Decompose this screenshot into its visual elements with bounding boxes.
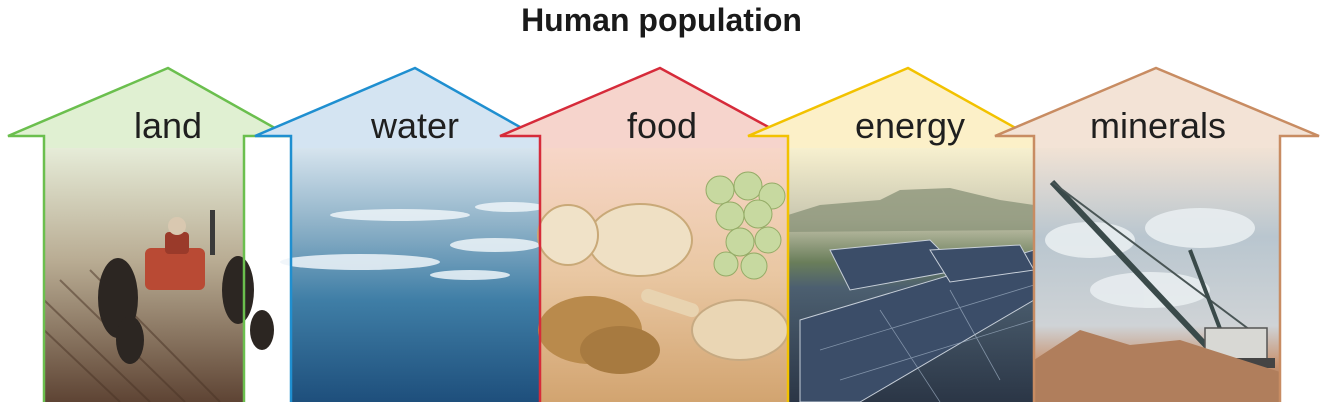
label-food: food: [627, 105, 697, 146]
chicken-leg-icon: [641, 288, 789, 361]
label-energy: energy: [855, 105, 965, 146]
label-land: land: [134, 105, 202, 146]
arrow-minerals: minerals: [994, 66, 1320, 402]
label-minerals: minerals: [1090, 105, 1226, 146]
land-photo: [44, 148, 244, 402]
mesa-silhouette: [788, 188, 1034, 232]
solar-panel-icon: [799, 239, 1035, 402]
wave-crests: [280, 202, 545, 280]
tractor-icon: [98, 210, 274, 364]
arrow-water-outline: [254, 66, 537, 402]
panel-grid: [819, 284, 1035, 402]
arrow-energy: energy: [747, 66, 1035, 402]
cloud-shapes: [1045, 208, 1255, 308]
arrow-land-outline: [7, 66, 294, 402]
label-water: water: [370, 105, 459, 146]
grain-icon: [538, 296, 660, 374]
diagram-title: Human population: [521, 2, 802, 38]
dirt-mound: [1034, 330, 1280, 402]
arrow-water: water: [254, 66, 545, 402]
arrow-food: food: [499, 66, 789, 402]
potato-icon: [537, 203, 693, 277]
arrow-energy-outline: [747, 66, 1031, 402]
arrow-food-outline: [499, 66, 786, 402]
arrow-land: land: [7, 66, 294, 402]
grapes-icon: [705, 171, 786, 280]
arrow-minerals-outline: [994, 66, 1320, 402]
